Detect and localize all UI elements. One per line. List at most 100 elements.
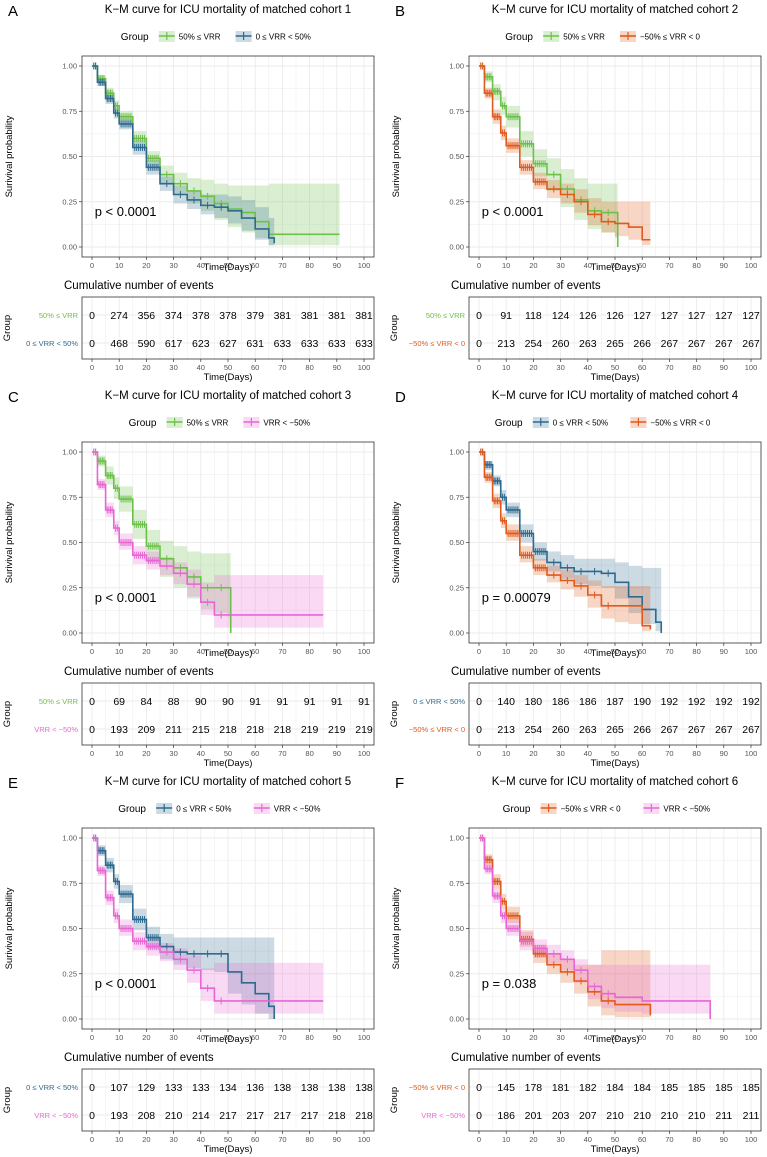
x-tick-label: 0	[90, 1033, 94, 1042]
table-cell: 181	[552, 1082, 570, 1094]
table-x-tick-label: 30	[169, 749, 177, 758]
y-tick-label: 0.50	[62, 152, 77, 161]
y-tick-label: 0.00	[449, 629, 464, 638]
x-tick-label: 50	[611, 261, 619, 270]
x-tick-label: 30	[169, 647, 177, 656]
p-value: p < 0.0001	[95, 204, 157, 219]
p-value: p < 0.0001	[482, 204, 544, 219]
x-tick-label: 60	[638, 261, 646, 270]
panel-e: E K−M curve for ICU mortality of matched …	[2, 775, 375, 1155]
table-cell: 267	[688, 338, 706, 350]
table-cell: 218	[328, 1110, 346, 1122]
p-value: p < 0.0001	[95, 590, 157, 605]
table-cell: 91	[331, 696, 343, 708]
table-cell: 211	[165, 724, 182, 736]
y-axis-label: Surivival probability	[391, 887, 402, 969]
table-x-tick-label: 40	[197, 363, 205, 372]
x-axis-label: Time(Days)	[204, 1034, 253, 1045]
table-x-tick-label: 30	[169, 1135, 177, 1144]
table-cell: 184	[606, 1082, 624, 1094]
table-cell: 274	[110, 310, 128, 322]
legend-entry: 0 ≤ VRR < 50%	[532, 417, 608, 428]
y-tick-label: 1.00	[449, 62, 464, 71]
table-cell: 217	[246, 1110, 264, 1122]
x-tick-label: 70	[278, 1033, 286, 1042]
table-cell: 186	[552, 696, 570, 708]
table-row-label: 0 ≤ VRR < 50%	[26, 1083, 78, 1092]
x-tick-label: 60	[251, 647, 259, 656]
x-tick-label: 20	[529, 647, 537, 656]
x-tick-label: 70	[665, 647, 673, 656]
table-cell: 211	[743, 1110, 760, 1122]
panel-a: A K−M curve for ICU mortality of matched …	[2, 3, 375, 383]
legend-label: −50% ≤ VRR < 0	[650, 419, 711, 428]
table-x-tick-label: 30	[556, 1135, 564, 1144]
table-cell: 185	[715, 1082, 733, 1094]
y-tick-label: 1.00	[62, 834, 77, 843]
table-cell: 213	[497, 724, 515, 736]
legend-entry: −50% ≤ VRR < 0	[630, 417, 711, 428]
table-cell: 219	[328, 724, 346, 736]
y-tick-label: 1.00	[62, 448, 77, 457]
table-x-tick-label: 30	[169, 363, 177, 372]
table-cell: 127	[688, 310, 706, 322]
table-title: Cumulative number of events	[64, 666, 214, 678]
table-cell: 0	[89, 696, 95, 708]
y-axis-label: Surivival probability	[391, 501, 402, 583]
y-axis-label: Surivival probability	[4, 115, 15, 197]
table-x-tick-label: 90	[333, 749, 341, 758]
table-cell: 0	[476, 310, 482, 322]
x-tick-label: 100	[358, 261, 371, 270]
table-x-tick-label: 20	[529, 749, 537, 758]
x-tick-label: 10	[502, 261, 510, 270]
table-cell: 210	[606, 1110, 624, 1122]
panel-f: F K−M curve for ICU mortality of matched …	[389, 775, 762, 1155]
table-cell: 0	[476, 338, 482, 350]
x-tick-label: 90	[720, 261, 728, 270]
x-tick-label: 0	[477, 261, 481, 270]
ci-band	[92, 838, 275, 1019]
table-cell: 217	[301, 1110, 319, 1122]
table-title: Cumulative number of events	[64, 1052, 214, 1064]
table-cell: 468	[110, 338, 128, 350]
table-x-tick-label: 50	[611, 1135, 619, 1144]
x-tick-label: 40	[197, 1033, 205, 1042]
table-cell: 178	[525, 1082, 543, 1094]
table-cell: 185	[661, 1082, 679, 1094]
table-cell: 187	[606, 696, 624, 708]
table-cell: 0	[89, 1110, 95, 1122]
x-tick-label: 0	[90, 261, 94, 270]
table-cell: 133	[165, 1082, 183, 1094]
table-cell: 210	[661, 1110, 679, 1122]
y-tick-label: 1.00	[62, 62, 77, 71]
table-cell: 217	[219, 1110, 237, 1122]
table-x-tick-label: 60	[251, 363, 259, 372]
table-cell: 0	[89, 724, 95, 736]
table-x-tick-label: 10	[502, 1135, 510, 1144]
y-tick-label: 0.50	[449, 538, 464, 547]
table-x-tick-label: 80	[692, 1135, 700, 1144]
table-cell: 219	[355, 724, 373, 736]
legend-label: −50% ≤ VRR < 0	[640, 33, 701, 42]
x-tick-label: 50	[224, 261, 232, 270]
y-tick-label: 0.25	[449, 583, 464, 592]
table-row-label: VRR < −50%	[34, 725, 78, 734]
x-tick-label: 20	[142, 1033, 150, 1042]
legend-label: 50% ≤ VRR	[179, 33, 221, 42]
survival-curve	[479, 837, 711, 1019]
table-cell: 0	[89, 338, 95, 350]
table-cell: 91	[500, 310, 512, 322]
table-cell: 126	[606, 310, 624, 322]
table-x-tick-label: 20	[529, 363, 537, 372]
table-x-tick-label: 70	[278, 749, 286, 758]
table-x-tick-label: 60	[251, 1135, 259, 1144]
legend-title: Group	[495, 418, 523, 429]
table-x-tick-label: 10	[115, 749, 123, 758]
x-tick-label: 70	[278, 261, 286, 270]
table-cell: 265	[606, 338, 624, 350]
censor-marks	[93, 834, 222, 1005]
table-x-tick-label: 70	[665, 749, 673, 758]
plot-grid	[82, 828, 374, 1029]
table-cell: 214	[192, 1110, 210, 1122]
x-axis-label: Time(Days)	[204, 648, 253, 659]
